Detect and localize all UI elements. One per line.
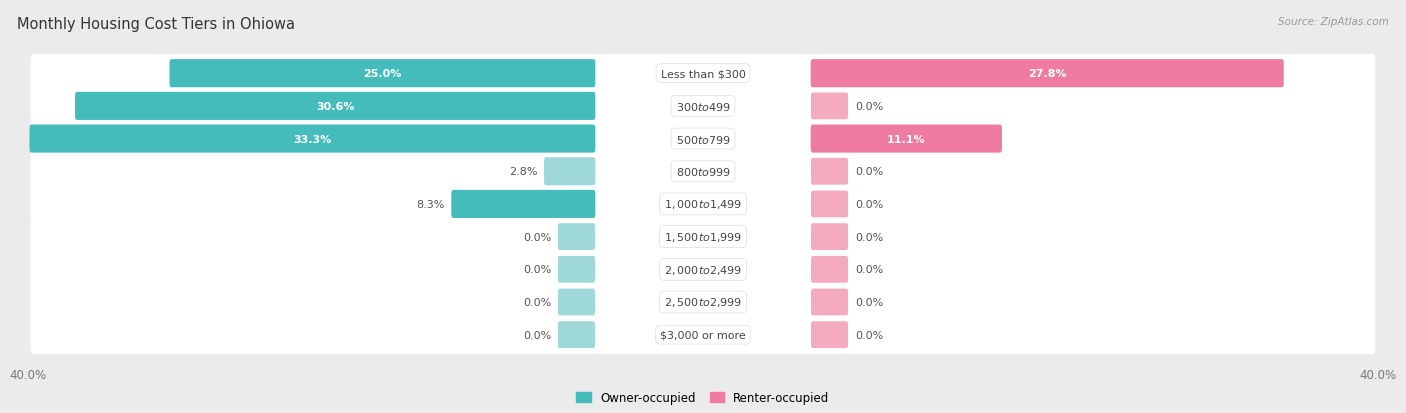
FancyBboxPatch shape xyxy=(811,93,848,120)
Text: $300 to $499: $300 to $499 xyxy=(675,101,731,113)
Text: 0.0%: 0.0% xyxy=(855,102,883,112)
FancyBboxPatch shape xyxy=(31,283,1375,321)
Text: $1,000 to $1,499: $1,000 to $1,499 xyxy=(664,198,742,211)
FancyBboxPatch shape xyxy=(31,316,1375,354)
Text: 33.3%: 33.3% xyxy=(294,134,332,144)
FancyBboxPatch shape xyxy=(811,224,848,250)
Text: $800 to $999: $800 to $999 xyxy=(675,166,731,178)
Text: 0.0%: 0.0% xyxy=(523,232,551,242)
FancyBboxPatch shape xyxy=(31,120,1375,159)
FancyBboxPatch shape xyxy=(811,256,848,283)
Text: Source: ZipAtlas.com: Source: ZipAtlas.com xyxy=(1278,17,1389,26)
FancyBboxPatch shape xyxy=(811,60,1284,88)
Text: Less than $300: Less than $300 xyxy=(661,69,745,79)
Text: 11.1%: 11.1% xyxy=(887,134,925,144)
FancyBboxPatch shape xyxy=(558,256,595,283)
Text: 0.0%: 0.0% xyxy=(855,232,883,242)
Text: 2.8%: 2.8% xyxy=(509,167,537,177)
Text: $500 to $799: $500 to $799 xyxy=(675,133,731,145)
Text: 0.0%: 0.0% xyxy=(523,297,551,307)
Text: $3,000 or more: $3,000 or more xyxy=(661,330,745,340)
FancyBboxPatch shape xyxy=(811,289,848,316)
FancyBboxPatch shape xyxy=(31,185,1375,224)
FancyBboxPatch shape xyxy=(558,224,595,250)
FancyBboxPatch shape xyxy=(75,93,595,121)
Text: $2,500 to $2,999: $2,500 to $2,999 xyxy=(664,296,742,309)
Text: 0.0%: 0.0% xyxy=(855,330,883,340)
FancyBboxPatch shape xyxy=(811,159,848,185)
Text: 8.3%: 8.3% xyxy=(416,199,444,209)
FancyBboxPatch shape xyxy=(31,152,1375,191)
Text: $1,500 to $1,999: $1,500 to $1,999 xyxy=(664,230,742,244)
FancyBboxPatch shape xyxy=(31,218,1375,256)
Legend: Owner-occupied, Renter-occupied: Owner-occupied, Renter-occupied xyxy=(572,387,834,409)
FancyBboxPatch shape xyxy=(31,250,1375,289)
FancyBboxPatch shape xyxy=(811,125,1002,153)
FancyBboxPatch shape xyxy=(558,321,595,348)
Text: Monthly Housing Cost Tiers in Ohiowa: Monthly Housing Cost Tiers in Ohiowa xyxy=(17,17,295,31)
FancyBboxPatch shape xyxy=(31,55,1375,93)
FancyBboxPatch shape xyxy=(451,190,595,218)
FancyBboxPatch shape xyxy=(170,60,595,88)
Text: 0.0%: 0.0% xyxy=(855,297,883,307)
FancyBboxPatch shape xyxy=(30,125,595,153)
FancyBboxPatch shape xyxy=(31,88,1375,126)
FancyBboxPatch shape xyxy=(544,158,595,186)
FancyBboxPatch shape xyxy=(558,289,595,316)
Text: 30.6%: 30.6% xyxy=(316,102,354,112)
Text: 25.0%: 25.0% xyxy=(363,69,402,79)
Text: 0.0%: 0.0% xyxy=(523,330,551,340)
FancyBboxPatch shape xyxy=(811,321,848,348)
Text: 0.0%: 0.0% xyxy=(855,199,883,209)
FancyBboxPatch shape xyxy=(811,191,848,218)
Text: $2,000 to $2,499: $2,000 to $2,499 xyxy=(664,263,742,276)
Text: 0.0%: 0.0% xyxy=(523,265,551,275)
Text: 0.0%: 0.0% xyxy=(855,265,883,275)
Text: 0.0%: 0.0% xyxy=(855,167,883,177)
Text: 27.8%: 27.8% xyxy=(1028,69,1067,79)
